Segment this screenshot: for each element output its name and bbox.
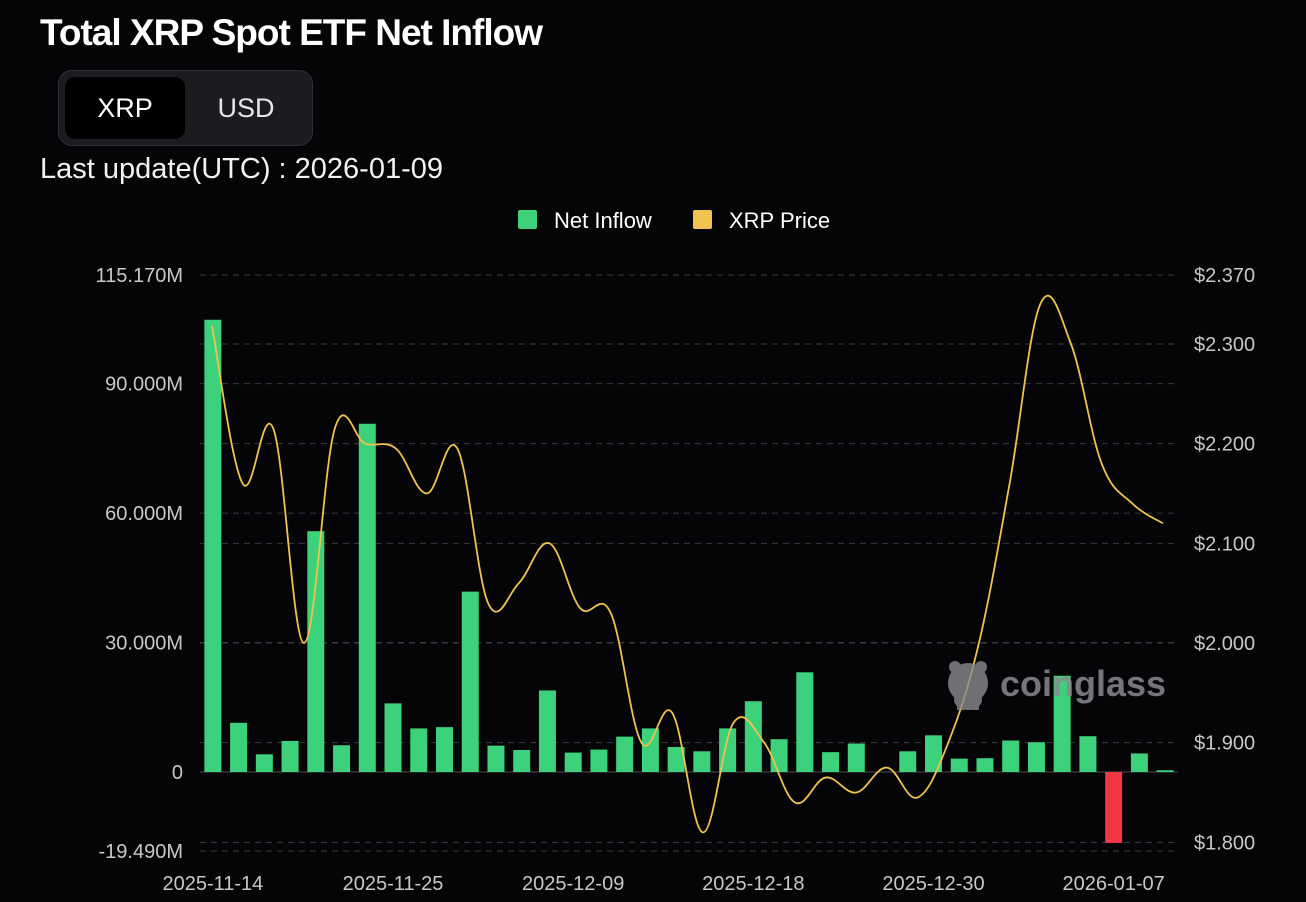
price-line-layer — [211, 294, 1164, 834]
inflow-bar[interactable] — [590, 749, 608, 772]
x-axis-tick-label: 2025-12-09 — [522, 873, 624, 895]
inflow-bar[interactable] — [1027, 742, 1045, 772]
right-axis-tick-label: $2.200 — [1194, 434, 1255, 456]
left-axis-tick-label: 90.000M — [105, 374, 183, 396]
inflow-bar[interactable] — [384, 703, 402, 772]
legend-swatch — [518, 210, 537, 229]
x-axis-tick-label: 2025-11-25 — [343, 873, 444, 895]
left-axis-tick-label: 115.170M — [96, 265, 183, 287]
legend: Net Inflow XRP Price — [518, 208, 830, 233]
inflow-bar[interactable] — [1079, 736, 1097, 772]
inflow-bar[interactable] — [744, 701, 762, 772]
left-axis-tick-label: 0 — [172, 762, 183, 784]
inflow-bar[interactable] — [1156, 770, 1174, 772]
legend-item[interactable]: XRP Price — [693, 208, 830, 233]
inflow-bar[interactable] — [899, 751, 917, 772]
currency-toggle: XRP USD — [58, 70, 313, 146]
inflow-bar[interactable] — [487, 745, 505, 772]
inflow-bar[interactable] — [925, 735, 942, 772]
bars — [204, 319, 1174, 843]
x-axis-tick-label: 2026-01-07 — [1063, 873, 1165, 895]
x-axis-tick-label: 2025-12-30 — [882, 873, 984, 895]
inflow-bar[interactable] — [950, 758, 968, 772]
legend-label: Net Inflow — [554, 208, 652, 233]
inflow-bar[interactable] — [564, 752, 582, 772]
left-axis-tick-label: 60.000M — [105, 503, 183, 525]
inflow-bar[interactable] — [1053, 675, 1071, 772]
left-axis-tick-label: -19.490M — [99, 841, 184, 863]
inflow-bar[interactable] — [1105, 772, 1123, 843]
inflow-bar[interactable] — [307, 531, 325, 772]
inflow-bar[interactable] — [693, 751, 711, 772]
inflow-bar[interactable] — [847, 743, 865, 772]
right-axis-tick-label: $2.300 — [1194, 334, 1255, 356]
inflow-bar[interactable] — [616, 736, 634, 772]
inflow-bar[interactable] — [230, 722, 248, 772]
legend-label: XRP Price — [729, 208, 830, 233]
inflow-bar[interactable] — [976, 758, 994, 772]
page-title: Total XRP Spot ETF Net Inflow — [40, 12, 543, 53]
toggle-xrp-button[interactable]: XRP — [65, 77, 185, 139]
xrp-price-line[interactable] — [211, 294, 1164, 834]
right-axis-tick-label: $1.900 — [1194, 733, 1255, 755]
left-axis-tick-label: 30.000M — [105, 633, 183, 655]
right-axis-tick-label: $2.100 — [1194, 533, 1255, 555]
inflow-bar[interactable] — [1130, 753, 1148, 772]
inflow-bar[interactable] — [513, 749, 531, 772]
right-axis-tick-label: $2.000 — [1194, 633, 1255, 655]
coinglass-watermark-text: coinglass — [1000, 663, 1166, 704]
axes: 115.170M 90.000M 60.000M 30.000M 0 -19.490M $2… — [96, 265, 1256, 895]
inflow-bar[interactable] — [1002, 740, 1020, 772]
right-axis-tick-label: $2.370 — [1194, 265, 1255, 287]
inflow-bar[interactable] — [436, 727, 453, 772]
coinglass-logo-icon — [948, 661, 988, 710]
inflow-bar[interactable] — [796, 672, 814, 772]
inflow-bar[interactable] — [770, 739, 788, 772]
last-update-text: Last update(UTC) : 2026-01-09 — [40, 153, 443, 185]
toggle-usd-button[interactable]: USD — [217, 93, 275, 123]
inflow-bar[interactable] — [358, 423, 376, 772]
inflow-bar[interactable] — [333, 745, 351, 772]
inflow-bar[interactable] — [641, 728, 659, 772]
inflow-bar[interactable] — [461, 591, 479, 772]
inflow-bar[interactable] — [204, 319, 222, 772]
inflow-bar[interactable] — [410, 728, 428, 772]
x-axis-tick-label: 2025-11-14 — [162, 873, 263, 895]
legend-item[interactable]: Net Inflow — [518, 208, 652, 233]
x-axis-tick-label: 2025-12-18 — [702, 873, 804, 895]
inflow-bar[interactable] — [255, 754, 273, 772]
watermark: coinglass — [948, 661, 1166, 710]
right-axis-tick-label: $1.800 — [1194, 832, 1255, 854]
inflow-bar[interactable] — [281, 740, 299, 772]
inflow-bar[interactable] — [538, 690, 556, 772]
inflow-bar[interactable] — [667, 746, 685, 772]
legend-swatch — [693, 210, 712, 229]
inflow-bar[interactable] — [822, 752, 840, 772]
